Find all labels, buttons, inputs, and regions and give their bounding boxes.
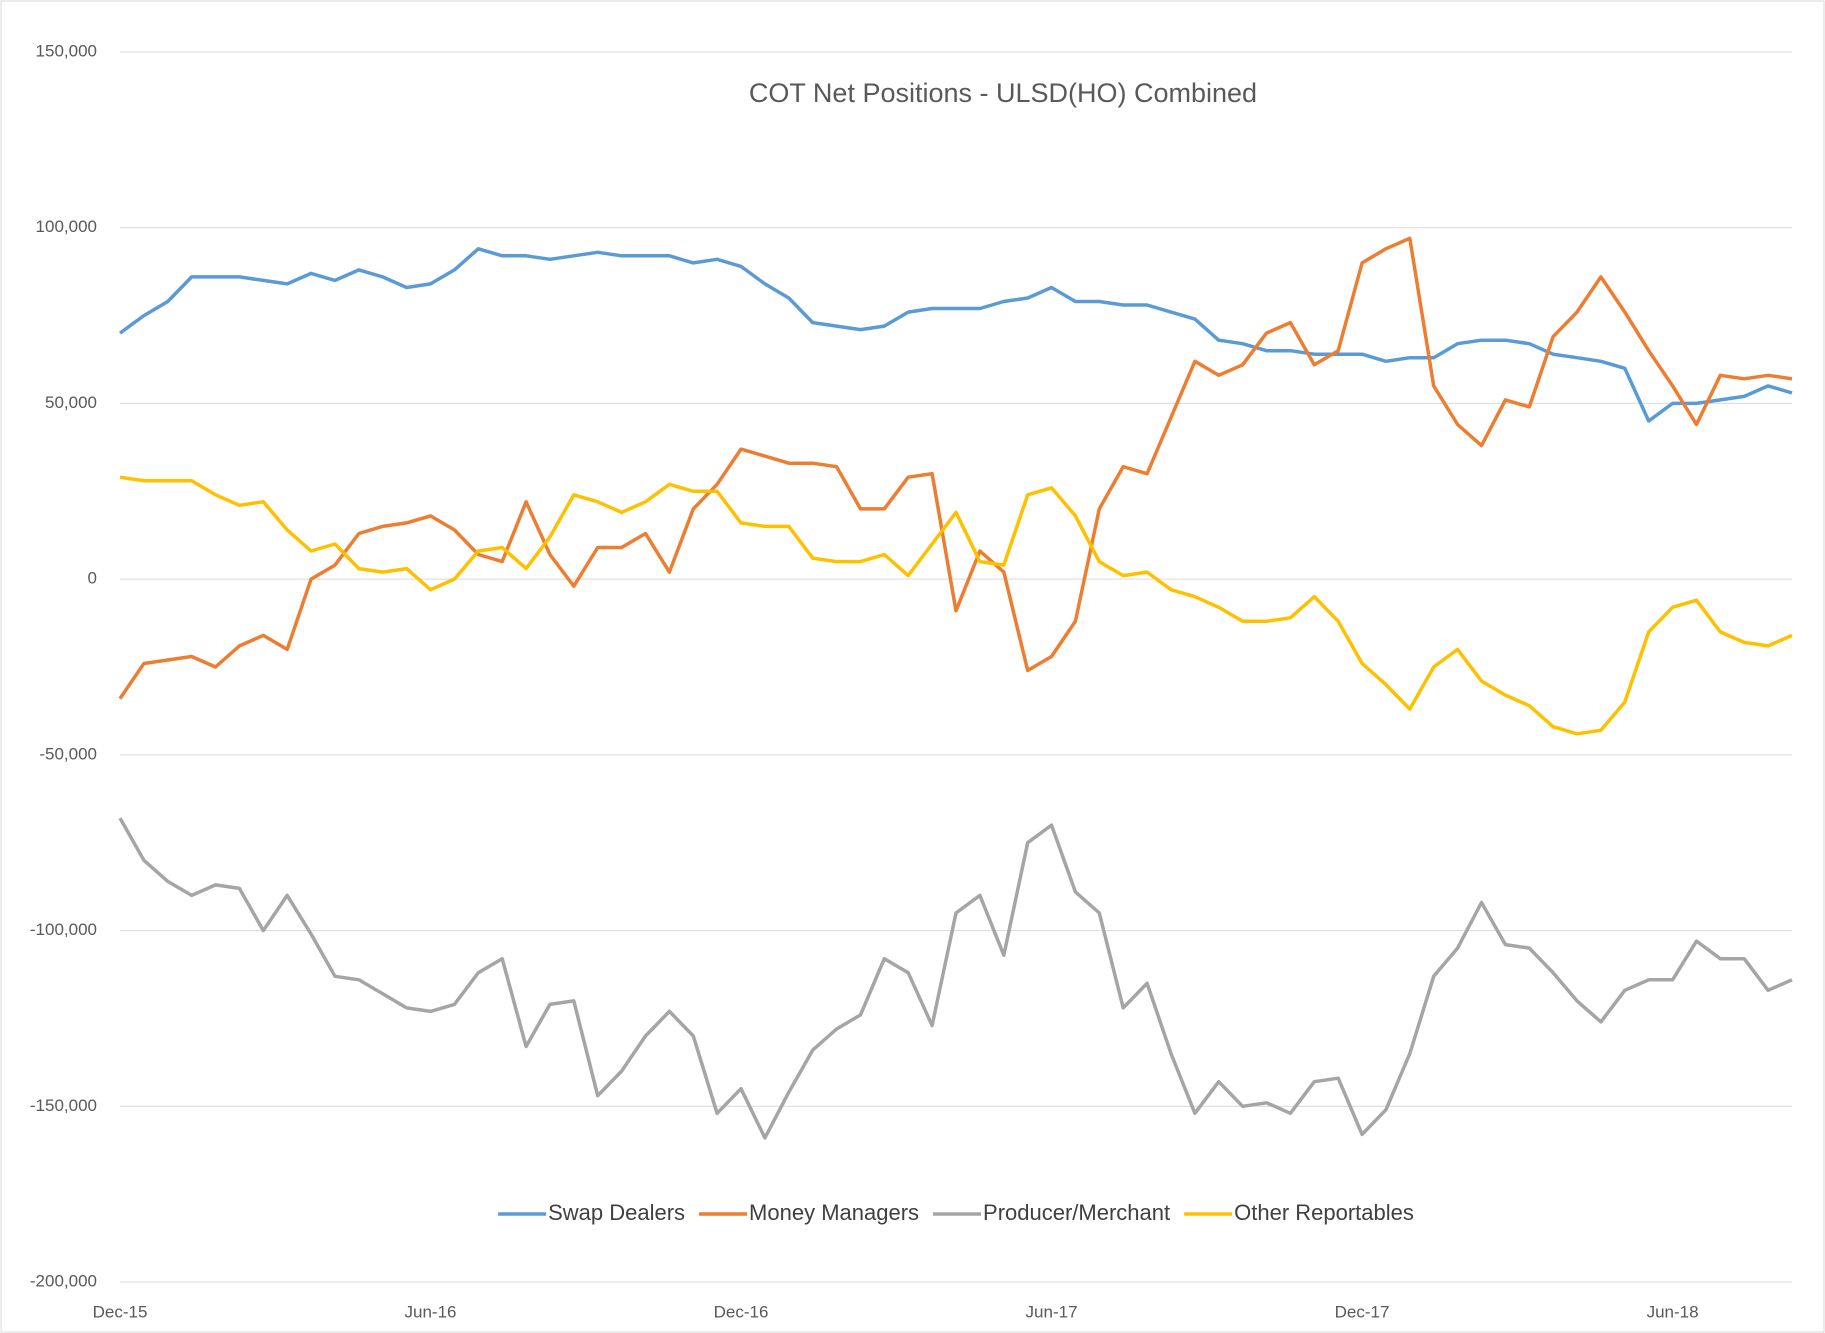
y-tick-label: -150,000 — [30, 1096, 97, 1115]
legend: Swap Dealers Money Managers Producer/Merch… — [498, 1200, 1414, 1225]
legend-label: Money Managers — [749, 1200, 919, 1225]
series-line — [118, 247, 1793, 423]
y-tick-label: -50,000 — [39, 744, 97, 763]
y-tick-label: -200,000 — [30, 1271, 97, 1290]
series-line — [119, 475, 1793, 736]
y-tick-label: 150,000 — [36, 41, 97, 60]
legend-label: Other Reportables — [1234, 1200, 1414, 1225]
y-tick-label: 50,000 — [45, 393, 97, 412]
x-tick-label: Dec-16 — [714, 1302, 769, 1321]
series-line — [118, 817, 1793, 1140]
x-tick-label: Jun-17 — [1026, 1302, 1078, 1321]
y-tick-label: 100,000 — [36, 217, 97, 236]
legend-label: Swap Dealers — [548, 1200, 685, 1225]
series-line — [118, 236, 1793, 700]
x-tick-label: Dec-15 — [93, 1302, 148, 1321]
y-tick-label: -100,000 — [30, 920, 97, 939]
x-tick-label: Jun-16 — [405, 1302, 457, 1321]
x-tick-label: Dec-17 — [1335, 1302, 1390, 1321]
x-tick-label: Jun-18 — [1647, 1302, 1699, 1321]
chart-title: COT Net Positions - ULSD(HO) Combined — [749, 78, 1257, 108]
legend-label: Producer/Merchant — [983, 1200, 1170, 1225]
y-tick-label: 0 — [88, 569, 97, 588]
